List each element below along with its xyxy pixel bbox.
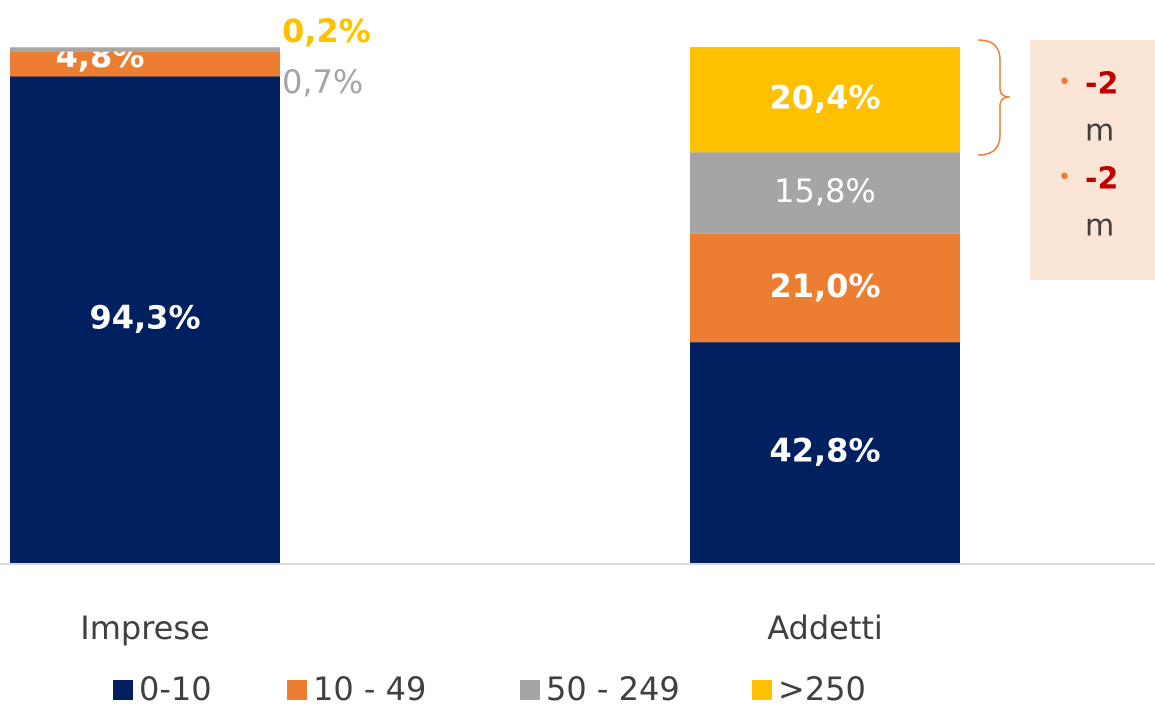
bullet: • <box>1058 165 1071 190</box>
legend-label: >250 <box>778 670 866 708</box>
data-label: 0,2% <box>282 12 371 50</box>
legend-label: 10 - 49 <box>313 670 426 708</box>
callout-text: -2 <box>1085 67 1118 102</box>
callout-box <box>1030 40 1155 280</box>
legend-swatch <box>520 680 540 700</box>
bar-segment <box>690 342 960 563</box>
bracket <box>977 39 1011 156</box>
x-tick-label: Imprese <box>80 609 209 647</box>
bar-segment <box>10 48 280 52</box>
bar-segment <box>690 152 960 234</box>
x-tick-label: Addetti <box>767 609 883 647</box>
data-label: 94,3% <box>89 299 200 337</box>
bar-segment <box>690 233 960 343</box>
legend-label: 50 - 249 <box>546 670 680 708</box>
legend-label: 0-10 <box>139 670 212 708</box>
callout-text: m <box>1085 209 1114 244</box>
bar-segment <box>10 76 280 564</box>
callout-text: m <box>1085 114 1114 149</box>
legend-swatch <box>287 680 307 700</box>
bullet: • <box>1058 70 1071 95</box>
data-label: 42,8% <box>769 432 880 470</box>
bar-segment <box>10 51 280 77</box>
data-label: 15,8% <box>774 172 876 210</box>
data-label: 21,0% <box>769 267 880 305</box>
callout-text: -2 <box>1085 162 1118 197</box>
data-label: 4,8% <box>56 37 145 75</box>
data-label: 0,7% <box>282 63 363 101</box>
bar-segment <box>690 47 960 153</box>
bar-segment <box>10 47 280 49</box>
data-label: 20,4% <box>769 79 880 117</box>
legend-swatch <box>113 680 133 700</box>
legend-swatch <box>752 680 772 700</box>
